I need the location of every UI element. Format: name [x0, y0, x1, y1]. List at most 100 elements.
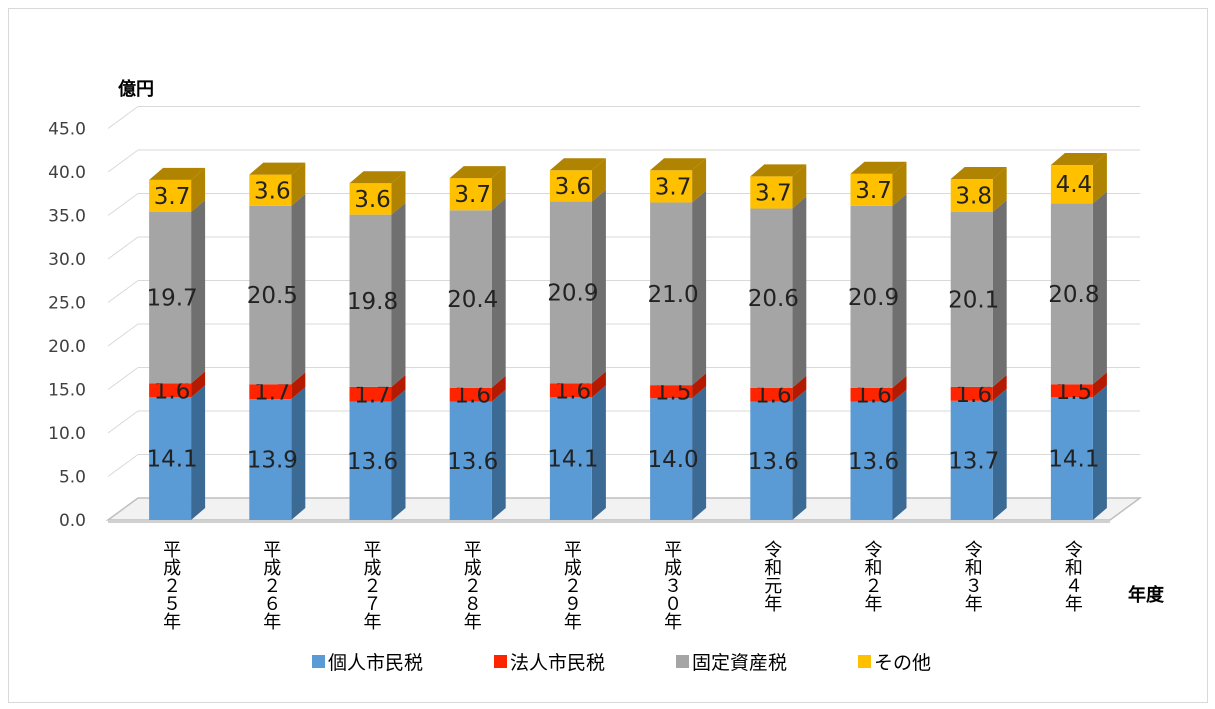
category-label-char: ７ — [364, 594, 382, 615]
bar-segment — [750, 401, 793, 520]
x-axis-title: 年度 — [1128, 584, 1165, 606]
category-label-char: 平 — [263, 540, 281, 561]
legend-swatch — [312, 655, 325, 668]
bar-side — [491, 166, 506, 211]
category-label-char: 平 — [564, 540, 582, 561]
bar-side — [692, 158, 707, 203]
data-label: 3.7 — [655, 174, 692, 200]
bar-side — [191, 167, 206, 213]
legend-label: 固定資産税 — [692, 652, 787, 674]
data-label: 14.1 — [1048, 447, 1099, 473]
bar-segment — [950, 400, 993, 520]
bar-segment — [650, 170, 693, 203]
bar-top — [549, 158, 606, 171]
category-label-char: 和 — [764, 558, 782, 579]
y-tick-label: 35.0 — [48, 207, 86, 227]
bar-top — [1050, 153, 1107, 166]
category-label-char: 成 — [163, 558, 181, 579]
legend-swatch — [676, 655, 689, 668]
bar-top — [249, 162, 306, 175]
category-label-char: 和 — [865, 558, 883, 579]
category-label-char: 年 — [564, 612, 582, 633]
bar-side — [1092, 372, 1107, 398]
category-label-char: ９ — [564, 594, 582, 615]
category-label-char: ６ — [263, 594, 281, 615]
bar-segment — [950, 386, 993, 401]
legend-label: その他 — [874, 652, 931, 674]
data-label: 20.9 — [848, 285, 899, 311]
bar-side — [792, 375, 807, 402]
category-label-char: ５ — [163, 594, 181, 615]
bar-segment — [149, 179, 192, 213]
data-label: 13.6 — [848, 449, 899, 475]
bar-segment — [149, 383, 192, 398]
bar-segment — [549, 201, 592, 384]
bar-top — [950, 166, 1007, 179]
category-label-char: 年 — [664, 612, 682, 633]
bar-segment — [149, 397, 192, 520]
bar-segment — [750, 176, 793, 209]
legend-label: 個人市民税 — [328, 652, 423, 674]
bar-segment — [149, 212, 192, 384]
category-label-char: ８ — [464, 594, 482, 615]
bar-segment — [349, 183, 392, 215]
bar-segment — [750, 387, 793, 402]
bar-side — [291, 162, 306, 206]
bar-side — [692, 190, 707, 386]
category-label-char: 平 — [163, 540, 181, 561]
bar-side — [491, 198, 506, 388]
category-label-char: 年 — [764, 594, 782, 615]
bar-side — [892, 161, 907, 206]
category-label-char: 年 — [1065, 594, 1083, 615]
gridline-connector — [107, 149, 139, 173]
bar-segment — [449, 178, 492, 211]
floor-edge — [108, 520, 1110, 523]
category-label-char: 年 — [464, 612, 482, 633]
category-label-char: 和 — [1065, 558, 1083, 579]
data-label: 14.1 — [547, 447, 598, 473]
bar-segment — [349, 401, 392, 520]
bar-side — [892, 389, 907, 520]
category-label-char: 年 — [364, 612, 382, 633]
category-label-char: 年 — [965, 594, 983, 615]
bar-segment — [249, 205, 292, 385]
bar-segment — [349, 386, 392, 402]
category-label-char: 成 — [364, 558, 382, 579]
category-label-char: 年 — [163, 612, 181, 633]
bar-side — [992, 166, 1007, 213]
gridline-connector — [107, 236, 139, 260]
legend: 個人市民税 法人市民税 固定資産税 その他 — [312, 652, 931, 674]
bar-side — [291, 387, 306, 520]
data-label: 4.4 — [1056, 172, 1093, 198]
data-label: 3.6 — [555, 174, 592, 200]
bar-side — [391, 389, 406, 520]
bar-side — [491, 375, 506, 402]
category-label-char: 令 — [865, 540, 883, 561]
bar-side — [191, 371, 206, 398]
bar-segment — [850, 401, 893, 520]
gridline-connector — [107, 106, 139, 129]
bar-segment — [449, 401, 492, 520]
category-label-char: 令 — [764, 540, 782, 561]
data-label: 13.6 — [748, 449, 799, 475]
bar-segment — [1050, 384, 1093, 398]
chart-frame — [8, 8, 1208, 703]
bar-segment — [349, 214, 392, 387]
bar-side — [1092, 385, 1107, 520]
data-label: 14.1 — [146, 447, 197, 473]
y-tick-label: 45.0 — [48, 120, 86, 140]
y-tick-label: 15.0 — [48, 381, 86, 401]
bar-side — [291, 372, 306, 400]
data-label: 14.0 — [647, 447, 698, 473]
bar-segment — [1050, 165, 1093, 204]
bars: 14.11.619.73.713.91.720.53.613.61.719.83… — [146, 153, 1107, 520]
bar-side — [892, 375, 907, 402]
bar-top — [149, 167, 206, 180]
data-label: 20.5 — [247, 283, 298, 309]
data-label: 13.7 — [948, 448, 999, 474]
data-label: 3.7 — [755, 180, 792, 206]
data-label: 3.7 — [154, 184, 191, 210]
category-label-char: 成 — [564, 558, 582, 579]
data-label: 13.6 — [447, 449, 498, 475]
bar-segment — [850, 173, 893, 206]
